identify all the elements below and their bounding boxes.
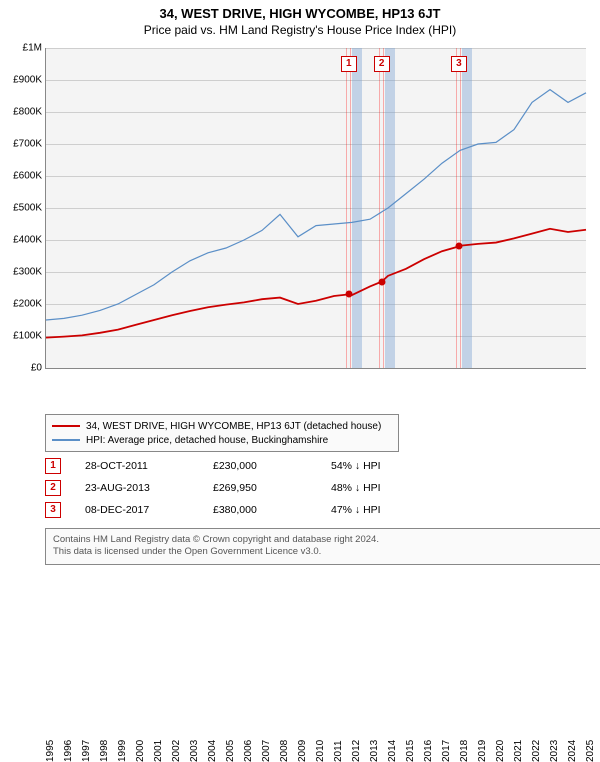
y-axis-label: £500K bbox=[2, 203, 42, 214]
x-axis-label: 2014 bbox=[387, 740, 398, 762]
x-axis-label: 2018 bbox=[459, 740, 470, 762]
event-date: 08-DEC-2017 bbox=[85, 504, 213, 516]
x-axis-label: 2011 bbox=[333, 740, 344, 762]
y-axis-label: £600K bbox=[2, 171, 42, 182]
x-axis-label: 2024 bbox=[567, 740, 578, 762]
x-axis-label: 2017 bbox=[441, 740, 452, 762]
x-axis-label: 2021 bbox=[513, 740, 524, 762]
event-hpi-delta: 54% ↓ HPI bbox=[331, 460, 441, 472]
x-axis-label: 2004 bbox=[207, 740, 218, 762]
event-hpi-delta: 48% ↓ HPI bbox=[331, 482, 441, 494]
grid-line bbox=[46, 368, 586, 369]
x-axis-label: 1999 bbox=[117, 740, 128, 762]
x-axis-label: 1996 bbox=[63, 740, 74, 762]
x-axis-label: 2007 bbox=[261, 740, 272, 762]
y-axis-label: £100K bbox=[2, 331, 42, 342]
x-axis-label: 2022 bbox=[531, 740, 542, 762]
x-axis-label: 2006 bbox=[243, 740, 254, 762]
x-axis-label: 1998 bbox=[99, 740, 110, 762]
price-paid-dot bbox=[455, 243, 462, 250]
series-property_price bbox=[46, 229, 586, 338]
price-paid-dot bbox=[345, 291, 352, 298]
event-number: 3 bbox=[45, 502, 61, 518]
x-axis-label: 2001 bbox=[153, 740, 164, 762]
x-axis-label: 2020 bbox=[495, 740, 506, 762]
y-axis-label: £700K bbox=[2, 139, 42, 150]
x-axis-label: 1995 bbox=[45, 740, 56, 762]
x-axis-label: 2025 bbox=[585, 740, 596, 762]
event-row: 3 08-DEC-2017£380,00047% ↓ HPI bbox=[45, 499, 441, 521]
series-hpi bbox=[46, 90, 586, 320]
event-number: 1 bbox=[45, 458, 61, 474]
price-paid-dot bbox=[378, 278, 385, 285]
chart-subtitle: Price paid vs. HM Land Registry's House … bbox=[0, 21, 600, 37]
y-axis-label: £1M bbox=[2, 43, 42, 54]
chart-title: 34, WEST DRIVE, HIGH WYCOMBE, HP13 6JT bbox=[0, 0, 600, 21]
event-price: £269,950 bbox=[213, 482, 331, 494]
price-vs-hpi-chart: 34, WEST DRIVE, HIGH WYCOMBE, HP13 6JT P… bbox=[0, 0, 600, 590]
legend-swatch bbox=[52, 439, 80, 441]
event-row: 2 23-AUG-2013£269,95048% ↓ HPI bbox=[45, 477, 441, 499]
legend: 34, WEST DRIVE, HIGH WYCOMBE, HP13 6JT (… bbox=[45, 414, 399, 452]
x-axis-label: 2023 bbox=[549, 740, 560, 762]
x-axis-label: 2002 bbox=[171, 740, 182, 762]
footer-line-2: This data is licensed under the Open Gov… bbox=[53, 546, 593, 558]
plot-area: 123 bbox=[45, 48, 586, 369]
y-axis-label: £200K bbox=[2, 299, 42, 310]
x-axis-label: 2000 bbox=[135, 740, 146, 762]
footer-line-1: Contains HM Land Registry data © Crown c… bbox=[53, 534, 593, 546]
x-axis-label: 2009 bbox=[297, 740, 308, 762]
event-price: £380,000 bbox=[213, 504, 331, 516]
y-axis-label: £900K bbox=[2, 75, 42, 86]
event-hpi-delta: 47% ↓ HPI bbox=[331, 504, 441, 516]
legend-label: 34, WEST DRIVE, HIGH WYCOMBE, HP13 6JT (… bbox=[86, 421, 381, 432]
x-axis-label: 1997 bbox=[81, 740, 92, 762]
x-axis-label: 2003 bbox=[189, 740, 200, 762]
legend-label: HPI: Average price, detached house, Buck… bbox=[86, 435, 328, 446]
x-axis-label: 2012 bbox=[351, 740, 362, 762]
y-axis-label: £400K bbox=[2, 235, 42, 246]
event-number: 2 bbox=[45, 480, 61, 496]
x-axis-label: 2015 bbox=[405, 740, 416, 762]
x-axis-label: 2010 bbox=[315, 740, 326, 762]
x-axis-label: 2008 bbox=[279, 740, 290, 762]
y-axis-label: £300K bbox=[2, 267, 42, 278]
event-date: 28-OCT-2011 bbox=[85, 460, 213, 472]
event-row: 1 28-OCT-2011£230,00054% ↓ HPI bbox=[45, 455, 441, 477]
footer-attribution: Contains HM Land Registry data © Crown c… bbox=[45, 528, 600, 565]
chart-lines bbox=[46, 48, 586, 368]
legend-swatch bbox=[52, 425, 80, 427]
x-axis-label: 2016 bbox=[423, 740, 434, 762]
event-price: £230,000 bbox=[213, 460, 331, 472]
legend-row: HPI: Average price, detached house, Buck… bbox=[52, 433, 392, 447]
legend-row: 34, WEST DRIVE, HIGH WYCOMBE, HP13 6JT (… bbox=[52, 419, 392, 433]
x-axis-label: 2005 bbox=[225, 740, 236, 762]
x-axis-label: 2019 bbox=[477, 740, 488, 762]
event-date: 23-AUG-2013 bbox=[85, 482, 213, 494]
x-axis-label: 2013 bbox=[369, 740, 380, 762]
y-axis-label: £800K bbox=[2, 107, 42, 118]
y-axis-label: £0 bbox=[2, 363, 42, 374]
events-table: 1 28-OCT-2011£230,00054% ↓ HPI 2 23-AUG-201… bbox=[45, 455, 441, 521]
